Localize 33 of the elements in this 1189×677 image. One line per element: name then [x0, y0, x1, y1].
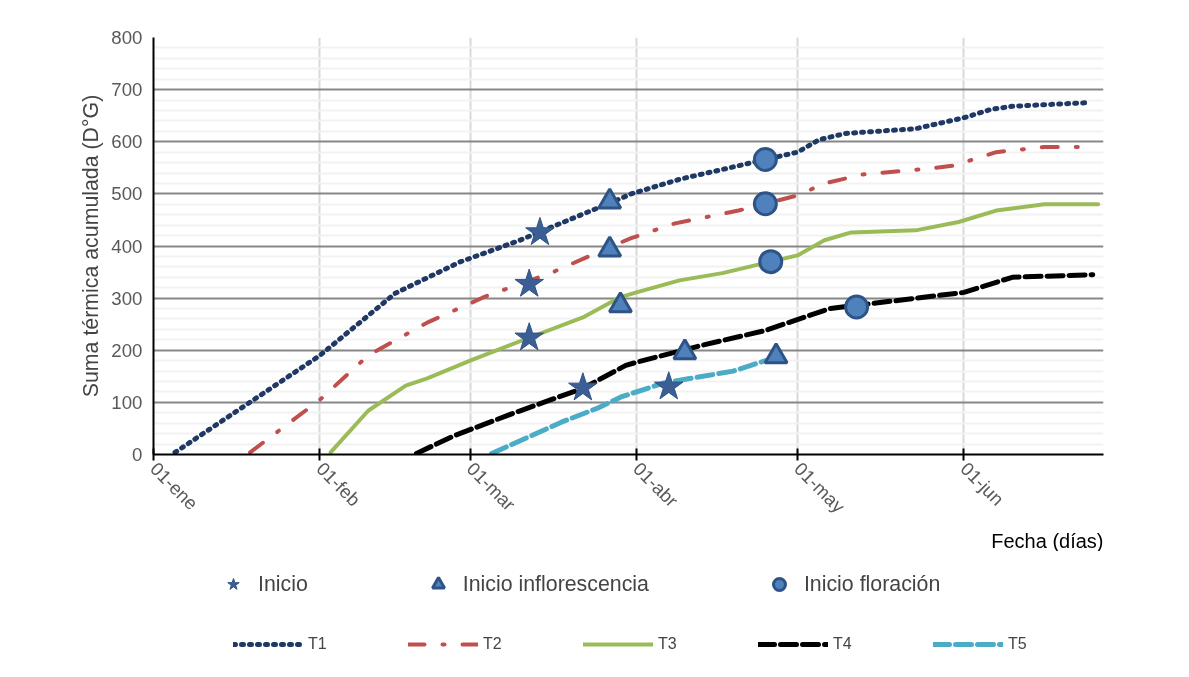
y-axis-title: Suma térmica acumulada (D°G) [79, 94, 104, 398]
legend-label: Inicio inflorescencia [462, 571, 649, 597]
point [752, 146, 778, 172]
y-tick-label: 0 [132, 444, 143, 465]
legend-label: T2 [483, 635, 503, 653]
point [525, 216, 555, 246]
legend-label: T4 [833, 635, 853, 653]
legend-label: T5 [1008, 635, 1028, 653]
point [514, 322, 544, 351]
point [752, 191, 778, 217]
point [763, 342, 789, 365]
point [514, 268, 544, 297]
y-tick-label: 800 [111, 27, 143, 48]
y-tick-label: 200 [111, 339, 143, 361]
point [653, 371, 684, 400]
y-tick-label: 300 [111, 287, 143, 309]
point [597, 235, 623, 258]
point [597, 187, 623, 210]
legend-label: Inicio [258, 571, 308, 597]
y-tick-label: 500 [111, 183, 143, 205]
x-axis-title: Fecha (días) [991, 529, 1104, 552]
legend-label: T3 [658, 635, 678, 653]
y-tick-label: 600 [111, 131, 143, 153]
legend-label: Inicio floración [803, 571, 941, 597]
point [568, 372, 598, 401]
y-tick-label: 100 [111, 391, 143, 413]
point [607, 291, 633, 314]
point [758, 249, 784, 275]
legend-label: T1 [308, 635, 328, 653]
y-tick-label: 700 [111, 79, 143, 101]
point [844, 294, 870, 320]
point [672, 338, 698, 361]
y-tick-label: 400 [111, 235, 143, 257]
